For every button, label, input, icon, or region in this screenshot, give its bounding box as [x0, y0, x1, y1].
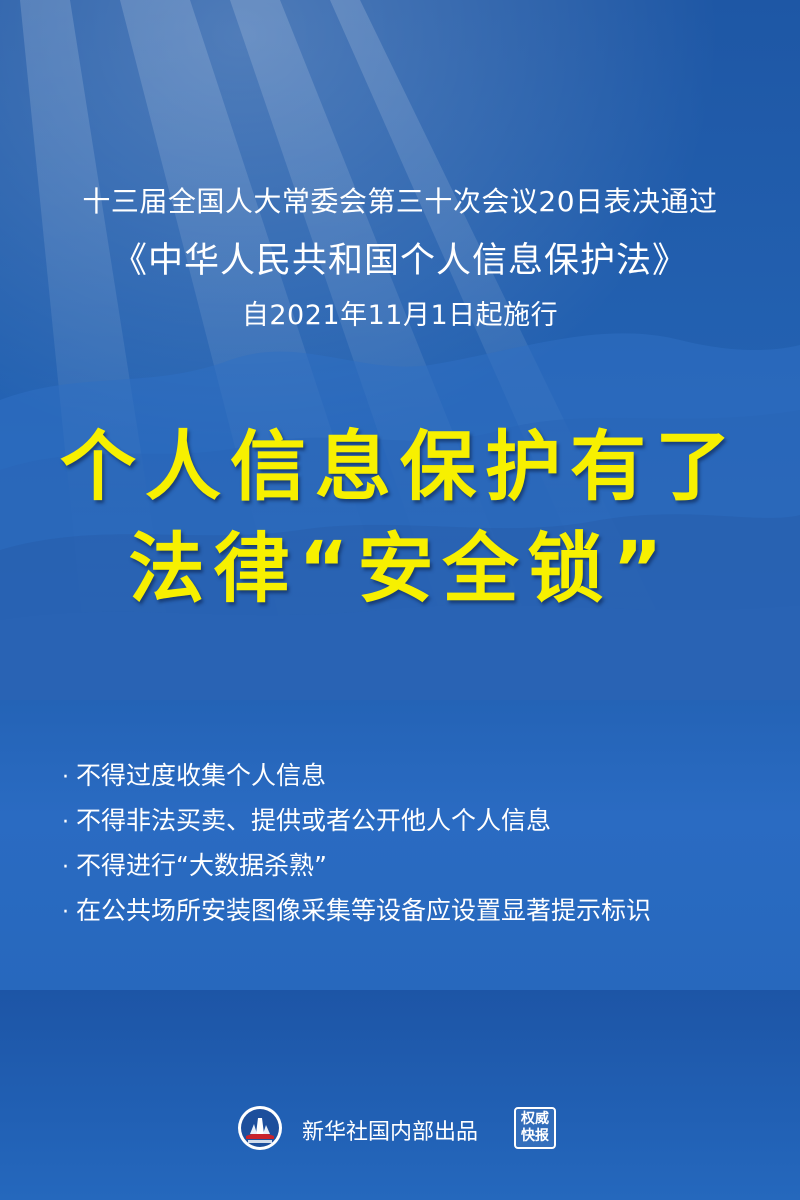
- rule-text: 不得非法买卖、提供或者公开他人个人信息: [76, 806, 552, 835]
- header-line-effective-date: 自2021年11月1日起施行: [241, 300, 559, 331]
- headline-line-1: 个人信息保护有了: [60, 422, 740, 511]
- rule-item: · 在公共场所安装图像采集等设备应设置显著提示标识: [62, 893, 762, 938]
- rule-item: · 不得进行“大数据杀熟”: [62, 848, 762, 893]
- bullet-icon: ·: [62, 810, 69, 835]
- mountain-silhouette-decoration: [0, 333, 800, 700]
- authority-stamp-logo: 权威 快报: [514, 1107, 556, 1149]
- bullet-icon: ·: [62, 900, 69, 925]
- publisher-credit: 新华社国内部出品: [302, 1120, 479, 1145]
- header-line-session: 十三届全国人大常委会第三十次会议20日表决通过: [82, 185, 718, 218]
- rule-item: · 不得非法买卖、提供或者公开他人个人信息: [62, 803, 762, 848]
- rules-panel: [0, 700, 800, 990]
- header-line-law-title: 《中华人民共和国个人信息保护法》: [111, 241, 688, 281]
- rule-text: 在公共场所安装图像采集等设备应设置显著提示标识: [76, 896, 652, 925]
- headline-line-2: 法律“安全锁”: [128, 524, 672, 613]
- bullet-icon: ·: [62, 765, 69, 790]
- rules-list: · 不得过度收集个人信息 · 不得非法买卖、提供或者公开他人个人信息 · 不得进行“大…: [62, 758, 762, 938]
- xinhua-logo-icon: [238, 1106, 282, 1150]
- rule-item: · 不得过度收集个人信息: [62, 758, 762, 803]
- rule-text: 不得过度收集个人信息: [76, 761, 327, 790]
- footer: 新华社国内部出品 权威 快报: [0, 1100, 800, 1160]
- stamp-text-line-1: 权威: [521, 1111, 549, 1127]
- rule-text: 不得进行“大数据杀熟”: [76, 851, 327, 880]
- footer-panel: [0, 990, 800, 1200]
- stamp-text-line-2: 快报: [521, 1128, 549, 1144]
- bullet-icon: ·: [62, 855, 69, 880]
